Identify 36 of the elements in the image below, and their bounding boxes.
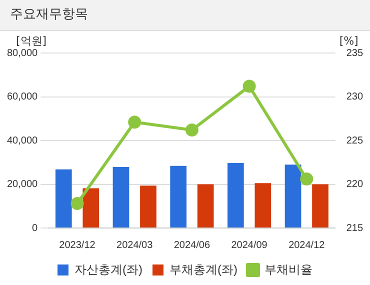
y2-axis-title: [%] [339,34,358,48]
y-tick-label: 40,000 [6,135,38,146]
y-tick-label: 20,000 [6,179,38,190]
x-tick-label: 2024/12 [288,240,326,251]
legend-label: 자산총계(좌) [74,262,143,276]
y-tick-label: 60,000 [6,92,38,102]
bar [284,164,302,228]
x-tick-label: 2024/06 [174,240,210,251]
point [128,116,142,129]
y2-tick-label: 220 [346,179,364,190]
bar [82,188,100,228]
point [185,124,198,136]
x-tick-label: 2024/09 [231,240,268,251]
point [70,197,84,210]
bar [254,183,272,228]
bar [197,184,214,228]
y2-tick-label: 235 [346,48,364,59]
bar [228,163,244,228]
legend-label: 부채비율 [264,262,312,276]
x-tick-label: 2024/03 [116,240,154,251]
point [242,80,256,93]
bar [140,186,156,228]
y2-tick-label: 215 [346,222,364,234]
y-tick-label: 80,000 [6,48,38,59]
y2-tick-label: 225 [346,135,364,146]
y2-tick-label: 230 [346,92,364,102]
x-tick-label: 2023/12 [59,240,96,251]
y-tick-label: 0 [32,222,38,234]
bar [112,166,130,228]
y-axis-title: [억원] [16,34,47,48]
chart-title: 주요재무항목 [0,0,370,31]
legend-label: 부채총계(좌) [170,262,238,276]
bar [170,166,187,228]
bar [55,169,72,228]
bar [312,184,328,228]
point [300,172,314,186]
